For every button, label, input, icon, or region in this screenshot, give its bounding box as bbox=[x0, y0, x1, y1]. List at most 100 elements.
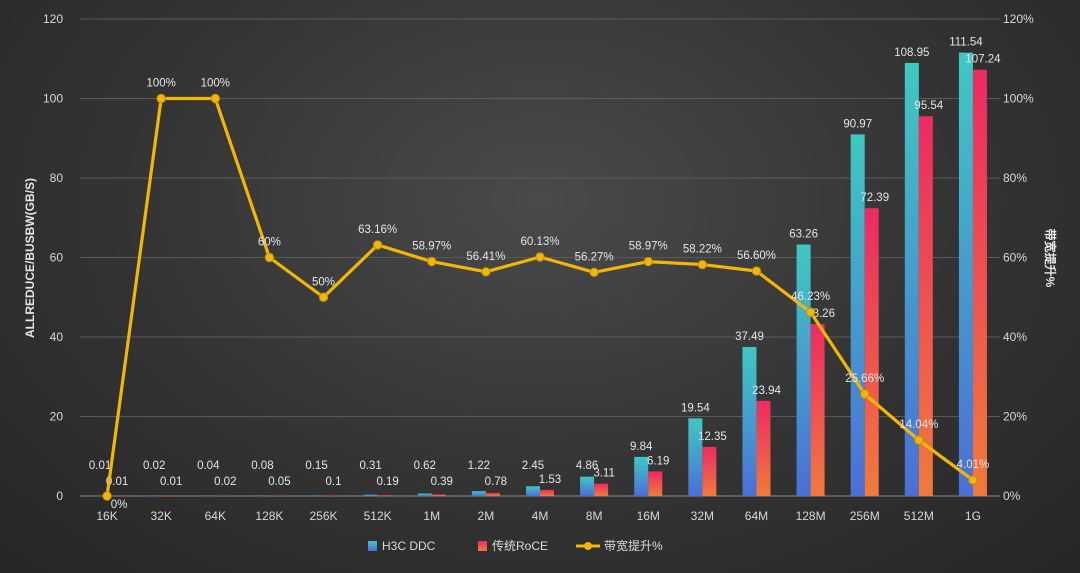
line-label: 100% bbox=[201, 78, 230, 90]
line-label: 14.04% bbox=[899, 419, 938, 431]
line-marker bbox=[481, 267, 491, 277]
y2-tick-label: 0% bbox=[1003, 489, 1021, 503]
gridlines bbox=[80, 18, 1000, 497]
bar-h3c-ddc bbox=[796, 244, 811, 496]
bar-label-roce: 12.35 bbox=[698, 431, 727, 443]
x-tick-label: 1G bbox=[965, 509, 981, 523]
y-tick-label: 20 bbox=[50, 410, 64, 424]
bar-h3c-ddc bbox=[688, 418, 703, 496]
bar-roce bbox=[377, 495, 392, 496]
line-marker bbox=[968, 475, 978, 485]
bar-roce bbox=[810, 324, 825, 496]
bar-label-roce: 0.39 bbox=[431, 476, 453, 488]
line-marker bbox=[697, 259, 708, 270]
legend-swatch-marker bbox=[584, 542, 592, 550]
x-tick-label: 512M bbox=[904, 509, 934, 523]
x-tick-label: 256K bbox=[310, 509, 338, 523]
legend-item-h3c-ddc: H3C DDC bbox=[368, 539, 436, 553]
y2-tick-label: 20% bbox=[1003, 410, 1027, 424]
bar-label-roce: 0.02 bbox=[214, 476, 236, 488]
x-axis: 16K 32K 64K 128K 256K 512K 1M 2M 4M 8M 16M 32M 64M 12… bbox=[96, 509, 981, 523]
bar-label-h3c-ddc: 0.31 bbox=[359, 460, 381, 472]
line-bandwidth-gain bbox=[105, 96, 974, 497]
bar-roce bbox=[540, 489, 554, 496]
y-axis-right: 0% 20% 40% 60% 80% 100% 120% bbox=[1003, 12, 1034, 503]
bar-roce bbox=[485, 492, 500, 496]
line-label: 58.97% bbox=[629, 241, 668, 253]
line-label: 46.23% bbox=[791, 291, 830, 303]
bar-data-labels: 0.01 0.01 0.02 0.01 0.04 0.02 0.08 0.05 0.15 0.1 0… bbox=[89, 37, 1001, 488]
line-label: 100% bbox=[146, 78, 175, 90]
bar-roce bbox=[972, 69, 987, 496]
x-tick-label: 16K bbox=[96, 509, 117, 523]
line-marker bbox=[535, 252, 545, 262]
x-tick-label: 4M bbox=[532, 509, 549, 523]
bar-label-roce: 95.54 bbox=[914, 100, 943, 112]
line-label: 50% bbox=[312, 276, 335, 288]
bar-h3c-ddc bbox=[958, 52, 973, 496]
bar-h3c-ddc bbox=[850, 134, 865, 496]
bar-label-roce: 0.05 bbox=[268, 476, 290, 488]
bar-label-h3c-ddc: 1.22 bbox=[468, 460, 490, 472]
y2-axis-title: 带宽提升% bbox=[1043, 229, 1058, 288]
bar-label-h3c-ddc: 108.95 bbox=[894, 47, 929, 59]
bar-h3c-ddc bbox=[526, 486, 540, 496]
x-tick-label: 512K bbox=[364, 509, 392, 523]
bar-h3c-ddc bbox=[309, 495, 324, 496]
line-marker bbox=[860, 389, 870, 399]
y2-tick-label: 120% bbox=[1003, 12, 1034, 26]
x-tick-label: 256M bbox=[850, 509, 880, 523]
bar-h3c-ddc bbox=[471, 491, 486, 496]
line-label: 25.66% bbox=[845, 373, 884, 385]
line-label: 56.41% bbox=[466, 251, 505, 263]
line-label: 4.01% bbox=[957, 459, 990, 471]
bar-label-roce: 0.01 bbox=[106, 476, 128, 488]
bar-label-roce: 0.78 bbox=[485, 476, 507, 488]
y2-tick-label: 100% bbox=[1003, 92, 1034, 106]
bar-label-h3c-ddc: 0.04 bbox=[197, 460, 220, 472]
line-label: 56.27% bbox=[575, 251, 614, 263]
y-tick-label: 40 bbox=[50, 330, 64, 344]
bar-h3c-ddc bbox=[742, 346, 757, 496]
line-label: 60.13% bbox=[520, 236, 559, 248]
line-marker bbox=[372, 240, 383, 250]
bar-h3c-ddc bbox=[580, 476, 595, 496]
line-label: 0% bbox=[111, 499, 128, 511]
legend: H3C DDC 传统RoCE 带宽提升% bbox=[368, 538, 663, 553]
legend-label-h3c-ddc: H3C DDC bbox=[382, 539, 436, 553]
y2-tick-label: 60% bbox=[1003, 251, 1027, 265]
bar-label-roce: 6.19 bbox=[647, 455, 669, 467]
bar-h3c-ddc bbox=[634, 456, 649, 496]
bar-label-roce: 1.53 bbox=[539, 474, 561, 486]
legend-swatch-roce bbox=[478, 541, 487, 551]
bar-roce bbox=[864, 208, 879, 496]
x-tick-label: 1M bbox=[423, 509, 440, 523]
line-marker bbox=[805, 307, 816, 317]
line-marker bbox=[589, 267, 599, 278]
bar-roce bbox=[918, 116, 933, 496]
y-tick-label: 100 bbox=[43, 92, 63, 106]
line-marker bbox=[102, 491, 112, 501]
line-series bbox=[102, 93, 978, 501]
y-axis-title: ALLREDUCE/BUSBW(GB/S) bbox=[23, 178, 37, 338]
bar-label-roce: 0.01 bbox=[160, 476, 182, 488]
line-label: 58.97% bbox=[412, 241, 451, 253]
line-marker bbox=[264, 252, 275, 263]
bar-label-roce: 107.24 bbox=[965, 54, 1001, 66]
line-marker bbox=[427, 256, 437, 267]
line-marker bbox=[210, 93, 220, 104]
x-tick-label: 2M bbox=[478, 509, 495, 523]
legend-item-bandwidth-gain: 带宽提升% bbox=[576, 538, 663, 553]
y-tick-label: 60 bbox=[50, 251, 64, 265]
line-label: 60% bbox=[258, 237, 281, 249]
line-marker bbox=[156, 93, 166, 104]
bar-roce bbox=[648, 471, 663, 496]
bar-h3c-ddc bbox=[904, 62, 919, 497]
x-tick-label: 64K bbox=[205, 509, 226, 523]
bar-label-h3c-ddc: 0.01 bbox=[89, 460, 111, 472]
bar-h3c-ddc bbox=[363, 494, 378, 496]
bar-label-h3c-ddc: 0.08 bbox=[251, 460, 273, 472]
bar-roce bbox=[594, 483, 609, 496]
bar-label-roce: 72.39 bbox=[860, 192, 889, 204]
